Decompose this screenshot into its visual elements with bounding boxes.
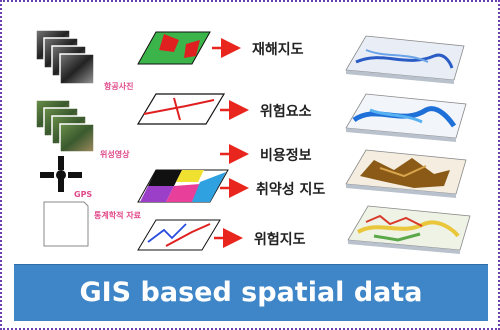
gis-layer-2 xyxy=(345,93,467,142)
statistics-document-icon xyxy=(43,201,89,247)
caption-bar: GIS based spatial data xyxy=(14,264,488,321)
satellite-image-stack xyxy=(35,99,95,153)
gis-layer-1 xyxy=(345,35,465,84)
output-hazard-map: 재해지도 xyxy=(252,42,304,58)
label-satellite-image: 위성영상 xyxy=(100,150,130,159)
gis-layer-stack xyxy=(345,35,471,254)
label-gps: GPS xyxy=(74,190,93,199)
gps-icon xyxy=(40,156,82,192)
gis-layer-4 xyxy=(347,205,471,254)
hazard-map-layer xyxy=(137,31,241,65)
output-risk-map: 위험지도 xyxy=(254,232,306,248)
risk-factor-layer xyxy=(136,93,249,125)
output-risk-factor: 위험요소 xyxy=(260,104,312,120)
label-aerial-photo: 항공사진 xyxy=(104,82,134,91)
caption-text: GIS based spatial data xyxy=(79,277,423,308)
gis-diagram-panel: 항공사진 위성영상 GPS 통계학적 자료 재해지도 위험요소 비용정보 취약성… xyxy=(14,10,488,258)
aerial-photo-stack xyxy=(35,29,95,85)
gis-layer-3 xyxy=(345,149,467,198)
output-cost-info: 비용정보 xyxy=(260,148,312,164)
output-vulnerability-map: 취약성 지도 xyxy=(256,182,326,198)
vulnerability-map-layer xyxy=(137,169,249,203)
risk-map-layer xyxy=(137,219,243,251)
label-statistics: 통계학적 자료 xyxy=(94,211,141,220)
gis-diagram xyxy=(35,29,471,254)
